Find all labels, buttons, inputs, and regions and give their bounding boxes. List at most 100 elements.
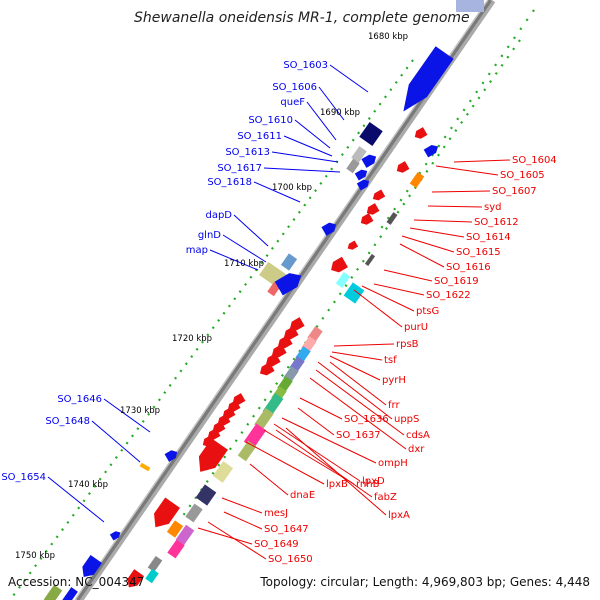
gene-label[interactable]: queF: [280, 97, 305, 108]
gene-so1618[interactable]: [423, 143, 441, 158]
gene-label[interactable]: SO_1616: [446, 262, 491, 273]
gene-label[interactable]: cdsA: [406, 430, 430, 441]
gene-label[interactable]: SO_1647: [264, 524, 309, 535]
gene-label[interactable]: ptsG: [416, 306, 439, 317]
gene-label[interactable]: dnaE: [290, 490, 315, 501]
gene-lpxd[interactable]: [254, 407, 274, 431]
gene-label[interactable]: fabZ: [374, 492, 397, 503]
gene-label[interactable]: purU: [404, 322, 428, 333]
gene-label[interactable]: syd: [484, 202, 501, 213]
gene-label[interactable]: lpxD: [362, 476, 385, 487]
gene-mesj[interactable]: [195, 484, 217, 506]
gene-label[interactable]: SO_1612: [474, 217, 519, 228]
gene-label[interactable]: dxr: [408, 444, 425, 455]
gene-label[interactable]: SO_1648: [45, 416, 90, 427]
gene-label[interactable]: rnhB: [356, 479, 380, 490]
gene-so1647-b[interactable]: [148, 497, 180, 533]
gene-so1650-b[interactable]: [147, 555, 163, 573]
gene-so1604[interactable]: [413, 127, 428, 141]
gene-label[interactable]: SO_1619: [434, 276, 479, 287]
gene-label[interactable]: lpxA: [388, 510, 410, 521]
gene-so1615[interactable]: [359, 213, 374, 227]
gene-label[interactable]: frr: [388, 400, 400, 411]
gene-label[interactable]: SO_1654: [1, 472, 46, 483]
gene-so1614[interactable]: [386, 212, 398, 225]
leader-line: [297, 407, 335, 436]
gene-so1647[interactable]: [185, 503, 203, 523]
leader-line: [453, 159, 511, 163]
gene-syd[interactable]: [371, 189, 386, 203]
gene-label[interactable]: SO_1603: [283, 60, 328, 71]
gene-label[interactable]: SO_1613: [225, 147, 270, 158]
leader-line: [294, 119, 331, 149]
gene-label[interactable]: SO_1617: [217, 163, 262, 174]
gene-lpxa[interactable]: [212, 461, 234, 483]
gene-label[interactable]: SO_1607: [492, 186, 537, 197]
gene-purU-operon[interactable]: [257, 362, 275, 378]
gene-bottom-segment-2[interactable]: [62, 587, 78, 600]
gene-label[interactable]: SO_1611: [237, 131, 282, 142]
gene-label[interactable]: uppS: [394, 414, 419, 425]
gene-label[interactable]: SO_1646: [57, 394, 102, 405]
gene-label[interactable]: SO_1614: [466, 232, 511, 243]
gene-label[interactable]: SO_1637: [336, 430, 381, 441]
gene-so1650-c[interactable]: [145, 568, 159, 584]
gene-label[interactable]: dapD: [205, 210, 232, 221]
gene-quef[interactable]: [351, 146, 367, 163]
gene-so1649-b[interactable]: [166, 520, 184, 538]
gene-glnd-segment[interactable]: [280, 253, 298, 271]
gene-so1650[interactable]: [78, 554, 103, 581]
gene-so1650[interactable]: [167, 539, 185, 559]
gene-label[interactable]: SO_1622: [426, 290, 471, 301]
gene-label[interactable]: lpxB: [326, 479, 348, 490]
gene-so1648[interactable]: [139, 462, 151, 472]
gene-label[interactable]: rpsB: [396, 339, 419, 350]
gene-label[interactable]: SO_1615: [456, 247, 501, 258]
kbp-label: 1740 kbp: [68, 480, 108, 490]
gene-bottom-segment[interactable]: [43, 584, 63, 600]
gene-label[interactable]: map: [186, 245, 208, 256]
gene-label[interactable]: SO_1618: [207, 177, 252, 188]
gene-so1616[interactable]: [346, 240, 359, 251]
gene-so1603[interactable]: [394, 46, 454, 118]
gene-so1649[interactable]: [175, 524, 195, 546]
leader-line: [329, 361, 387, 406]
gene-ptsg[interactable]: [335, 271, 351, 289]
gene-dapd[interactable]: [321, 220, 338, 236]
gene-map[interactable]: [274, 269, 306, 296]
leader-line: [91, 420, 141, 463]
gene-label[interactable]: SO_1649: [254, 539, 299, 550]
gene-so1654[interactable]: [109, 529, 122, 541]
gene-so1606[interactable]: [359, 122, 383, 146]
leader-line: [299, 397, 343, 420]
gene-so1610[interactable]: [361, 152, 378, 168]
topology-label: Topology: circular; Length: 4,969,803 bp…: [259, 575, 590, 589]
gene-so1646[interactable]: [164, 448, 180, 462]
gene-bottom-arrow[interactable]: [124, 569, 145, 591]
leader-line: [431, 190, 491, 193]
leader-line: [413, 219, 473, 223]
gene-label[interactable]: SO_1650: [268, 554, 313, 565]
gene-label[interactable]: glnD: [198, 230, 221, 241]
gene-label[interactable]: SO_1606: [272, 82, 317, 93]
gene-label[interactable]: ompH: [378, 458, 408, 469]
reverse-strand-genes: [124, 127, 428, 591]
gene-fabz[interactable]: [237, 440, 257, 462]
gene-label[interactable]: SO_1636: [344, 414, 389, 425]
gene-so1613[interactable]: [354, 168, 369, 181]
gene-label[interactable]: SO_1605: [500, 170, 545, 181]
gene-dnae[interactable]: [192, 438, 228, 477]
gene-so1611[interactable]: [346, 158, 360, 174]
gene-label[interactable]: pyrH: [382, 375, 406, 386]
gene-label[interactable]: mesJ: [264, 508, 288, 519]
gene-label[interactable]: SO_1604: [512, 155, 557, 166]
gene-so1607[interactable]: [409, 171, 425, 189]
gene-label[interactable]: SO_1610: [248, 115, 293, 126]
gene-so1605[interactable]: [395, 161, 410, 175]
gene-so1622[interactable]: [343, 282, 365, 304]
gene-label[interactable]: tsf: [384, 355, 397, 366]
gene-so1612[interactable]: [365, 203, 380, 217]
gene-so1617[interactable]: [356, 178, 371, 191]
gene-so1619[interactable]: [328, 256, 348, 275]
gene-so1616-segment[interactable]: [364, 253, 376, 267]
